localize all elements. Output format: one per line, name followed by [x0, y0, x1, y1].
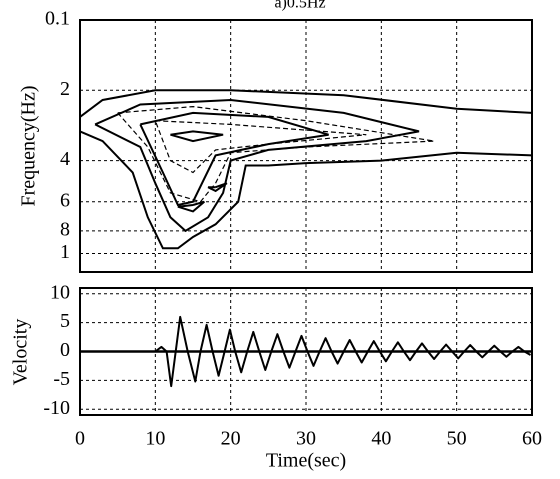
contour-line — [139, 111, 329, 207]
y-tick-label: 8 — [60, 218, 70, 240]
x-axis-label: Time(sec) — [266, 450, 346, 472]
y-tick-label: -10 — [43, 397, 70, 419]
y-tick-label: 4 — [60, 148, 70, 170]
contour-line — [94, 98, 420, 233]
contour-line — [207, 182, 228, 193]
contour-line — [177, 200, 205, 213]
contour-line — [154, 120, 367, 174]
x-tick-label: 40 — [371, 428, 391, 450]
y-axis-label: Velocity — [10, 319, 32, 386]
y-tick-label: 5 — [60, 310, 70, 332]
y-tick-label: 0.1 — [45, 8, 70, 30]
y-tick-label: -5 — [53, 368, 70, 390]
y-tick-label: 0 — [60, 339, 70, 361]
x-tick-label: 20 — [221, 428, 241, 450]
velocity-trace — [80, 315, 532, 388]
y-tick-label: 1 — [60, 241, 70, 263]
contour-line — [117, 105, 435, 203]
chart-title: a)0.5Hz — [274, 0, 325, 12]
y-tick-label: 2 — [60, 78, 70, 100]
x-tick-label: 0 — [75, 428, 85, 450]
x-tick-label: 10 — [145, 428, 165, 450]
x-tick-label: 60 — [522, 428, 542, 450]
contour-line — [79, 89, 533, 250]
y-tick-label: 6 — [60, 189, 70, 211]
plot-frame — [79, 19, 533, 273]
x-tick-label: 30 — [296, 428, 316, 450]
x-tick-label: 50 — [447, 428, 467, 450]
contour-line — [170, 130, 224, 143]
y-tick-label: 10 — [50, 281, 70, 303]
plot-frame — [79, 287, 533, 416]
y-axis-label: Frequency(Hz) — [18, 85, 40, 206]
